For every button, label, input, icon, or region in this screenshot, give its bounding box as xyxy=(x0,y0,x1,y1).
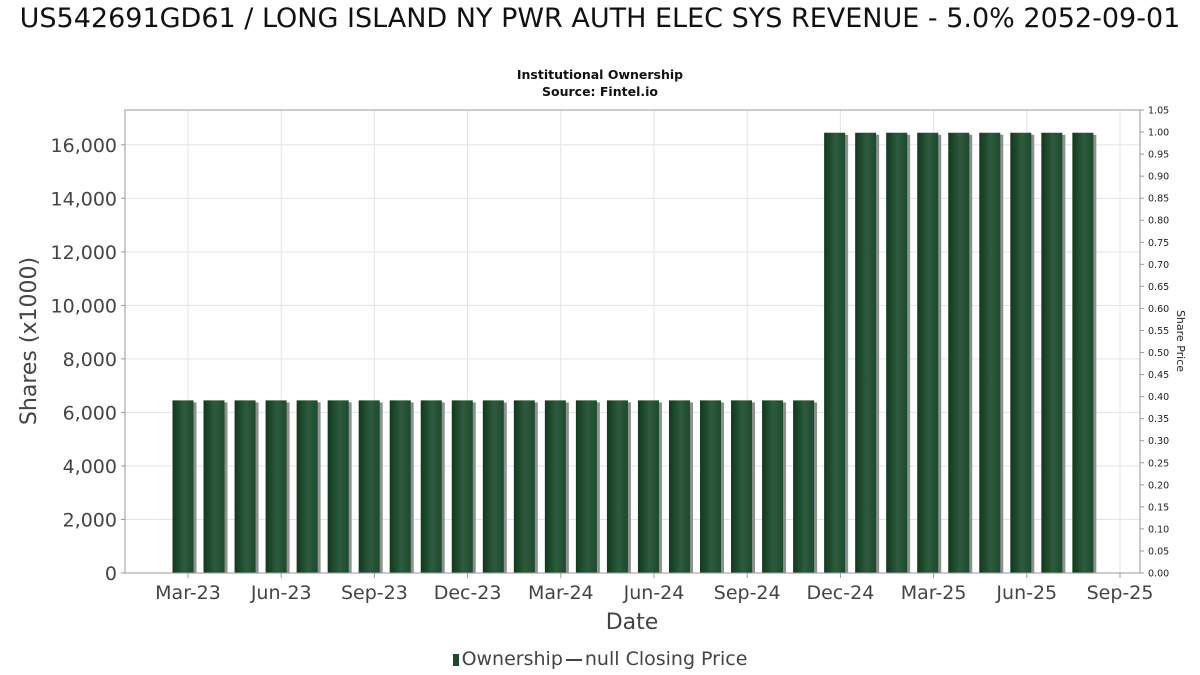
y2-tick-label: 0.35 xyxy=(1148,414,1169,425)
chart-source: Source: Fintel.io xyxy=(542,84,658,99)
ownership-bar xyxy=(389,400,411,573)
y-tick-label: 12,000 xyxy=(51,242,117,264)
ownership-bar xyxy=(265,400,287,573)
ownership-bar xyxy=(1041,132,1063,574)
y2-tick-label: 0.20 xyxy=(1148,480,1169,491)
y2-tick-label: 0.65 xyxy=(1148,282,1169,293)
price-line-icon xyxy=(565,658,582,661)
ownership-swatch-icon xyxy=(452,653,459,666)
bar-series xyxy=(172,132,1097,574)
y-tick-label: 4,000 xyxy=(63,456,117,478)
y2-tick-label: 0.40 xyxy=(1148,392,1169,403)
ownership-bar xyxy=(762,400,784,573)
x-tick-label: Dec-24 xyxy=(806,582,874,604)
ownership-bar xyxy=(668,400,690,573)
x-tick-label: Mar-23 xyxy=(155,582,221,604)
ownership-bar xyxy=(296,400,318,573)
ownership-bar xyxy=(886,132,908,574)
y2-tick-label: 1.00 xyxy=(1148,128,1169,139)
y-tick-label: 6,000 xyxy=(63,402,117,424)
chart-title: US542691GD61 / LONG ISLAND NY PWR AUTH E… xyxy=(19,3,1181,34)
ownership-bar xyxy=(824,132,846,574)
ownership-bar xyxy=(793,400,815,573)
x-tick-label: Jun-24 xyxy=(623,582,685,604)
x-tick-label: Sep-23 xyxy=(341,582,408,604)
ownership-bar xyxy=(1072,132,1094,574)
y2-tick-label: 0.30 xyxy=(1148,436,1169,447)
y-tick-label: 14,000 xyxy=(51,188,117,210)
y2-tick-label: 0.55 xyxy=(1148,326,1169,337)
ownership-bar xyxy=(979,132,1001,574)
x-axis-label: Date xyxy=(606,610,659,635)
ownership-bar xyxy=(948,132,970,574)
x-tick-label: Jun-23 xyxy=(250,582,312,604)
ownership-bar xyxy=(451,400,473,573)
x-tick-label: Sep-24 xyxy=(714,582,781,604)
ownership-bar xyxy=(855,132,877,574)
legend: Ownership null Closing Price xyxy=(0,648,1200,670)
y-axis: 0 2,000 4,000 6,000 8,000 10,000 12,000 14,000 1… xyxy=(51,135,125,585)
y2-tick-label: 0.90 xyxy=(1148,172,1169,183)
x-tick-label: Jun-25 xyxy=(995,582,1057,604)
y2-tick-label: 0.60 xyxy=(1148,304,1169,315)
ownership-bar xyxy=(731,400,753,573)
y2-axis-label: Share Price xyxy=(1174,310,1187,372)
y2-axis: 0.00 0.05 0.10 0.15 0.20 0.25 0.30 0.35 0.40 0.45… xyxy=(1140,106,1169,580)
ownership-bar xyxy=(1010,132,1032,574)
ownership-bar xyxy=(203,400,225,573)
y2-tick-label: 0.25 xyxy=(1148,458,1169,469)
x-tick-label: Mar-24 xyxy=(528,582,594,604)
y2-tick-label: 0.50 xyxy=(1148,348,1169,359)
ownership-bar xyxy=(172,400,194,573)
y2-tick-label: 1.05 xyxy=(1148,106,1169,117)
ownership-bar xyxy=(606,400,628,573)
y-tick-label: 0 xyxy=(105,563,117,585)
y2-tick-label: 0.45 xyxy=(1148,370,1169,381)
legend-price-label: null Closing Price xyxy=(584,648,748,670)
x-tick-label: Sep-25 xyxy=(1087,582,1154,604)
y2-tick-label: 0.05 xyxy=(1148,546,1169,557)
y2-tick-label: 0.80 xyxy=(1148,216,1169,227)
y2-tick-label: 0.15 xyxy=(1148,502,1169,513)
ownership-bar xyxy=(700,400,722,573)
x-axis: Mar-23 Jun-23 Sep-23 Dec-23 Mar-24 Jun-24 Sep-… xyxy=(155,573,1153,604)
ownership-bar xyxy=(637,400,659,573)
ownership-bar xyxy=(358,400,380,573)
ownership-bar xyxy=(917,132,939,574)
y-tick-label: 10,000 xyxy=(51,295,117,317)
y-tick-label: 8,000 xyxy=(63,349,117,371)
ownership-bar xyxy=(482,400,504,573)
ownership-bar xyxy=(234,400,256,573)
chart-subtitle: Institutional Ownership xyxy=(516,67,684,82)
y2-tick-label: 0.10 xyxy=(1148,524,1169,535)
plot-frame xyxy=(124,109,1141,574)
y-axis-label: Shares (x1000) xyxy=(17,257,42,425)
ownership-bar xyxy=(420,400,442,573)
ownership-bar xyxy=(513,400,535,573)
y2-tick-label: 0.95 xyxy=(1148,150,1169,161)
y-tick-label: 16,000 xyxy=(51,135,117,157)
x-tick-label: Mar-25 xyxy=(901,582,967,604)
ownership-bar xyxy=(575,400,597,573)
y2-tick-label: 0.85 xyxy=(1148,194,1169,205)
ownership-bar xyxy=(327,400,349,573)
legend-ownership-label: Ownership xyxy=(461,648,563,670)
y2-tick-label: 0.75 xyxy=(1148,238,1169,249)
ownership-bar xyxy=(544,400,566,573)
y2-tick-label: 0.00 xyxy=(1148,569,1169,580)
y-tick-label: 2,000 xyxy=(63,509,117,531)
y2-tick-label: 0.70 xyxy=(1148,260,1169,271)
x-tick-label: Dec-23 xyxy=(434,582,502,604)
